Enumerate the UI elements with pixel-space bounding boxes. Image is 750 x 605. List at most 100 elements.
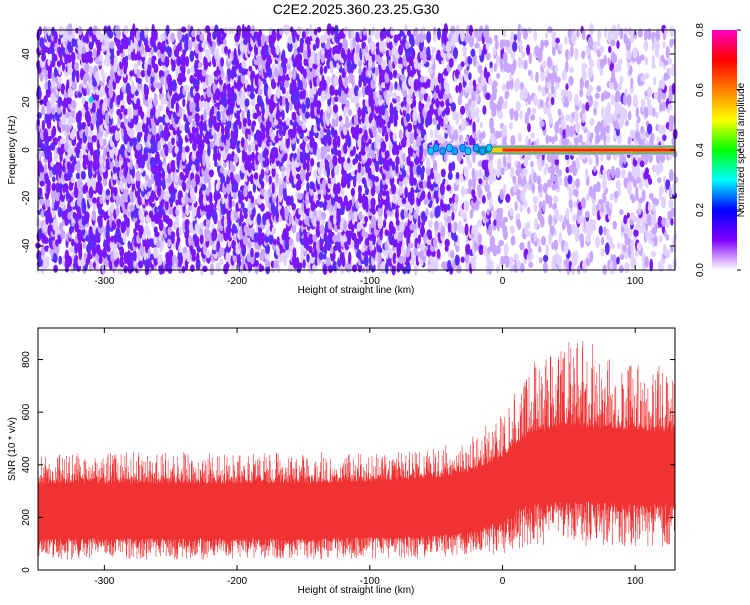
spectrogram-cell: [79, 128, 84, 139]
spectrogram-cell: [153, 29, 158, 41]
spectrogram-cell: [41, 53, 47, 62]
spectrogram-cell: [491, 168, 498, 182]
spectrogram-cell: [91, 135, 98, 143]
spectrogram-cell: [224, 45, 228, 55]
spectrogram-cell: [57, 76, 62, 84]
spectrogram-cell: [515, 101, 521, 112]
spectrogram-cell: [144, 61, 149, 71]
spectrogram-cell: [133, 228, 137, 235]
spectrogram-cell: [209, 192, 213, 202]
spectrogram-cell: [113, 186, 118, 197]
spectrogram-cell: [602, 174, 607, 185]
spectrogram-cell: [371, 119, 375, 127]
spectrogram-cell: [184, 56, 190, 67]
spectrogram-cell: [57, 81, 62, 89]
spectrogram-cell: [140, 69, 146, 78]
spectrogram-cell: [488, 37, 493, 45]
spectrogram-cell: [54, 76, 59, 85]
spectrogram-cell: [548, 214, 553, 226]
spectrogram-cell: [92, 48, 97, 59]
spectrogram-cell: [350, 126, 355, 135]
spectrogram-cell: [509, 74, 513, 81]
spectrogram-cell: [77, 110, 82, 119]
spectrogram-cell: [531, 108, 537, 115]
spectrogram-cell: [537, 84, 542, 92]
spectrogram-cell: [52, 125, 57, 137]
spectrogram-cell: [498, 111, 503, 120]
spectrogram-cell: [319, 65, 324, 76]
spectrogram-cell: [465, 136, 469, 143]
spectrogram-cell: [271, 226, 277, 235]
spectrogram-cell: [197, 61, 203, 68]
spectrogram-cell: [533, 203, 538, 213]
spectrogram-cell: [246, 109, 251, 122]
spectrogram-cell: [304, 111, 310, 119]
spectrogram-cell: [547, 106, 551, 118]
spectrogram-cell: [279, 27, 284, 36]
spectrogram-cell: [326, 75, 331, 85]
spectrogram-cell: [453, 221, 458, 233]
spectrogram-cell: [395, 164, 399, 174]
spectrogram-cell: [388, 248, 393, 259]
spectrogram-cell: [517, 56, 522, 68]
spectrogram-cell: [63, 183, 69, 192]
spectrogram-cell: [318, 201, 324, 208]
spectrogram-cell: [504, 100, 508, 109]
spectrogram-cell: [377, 252, 382, 264]
spectrogram-cell: [409, 132, 415, 145]
spectrogram-cell: [247, 144, 252, 153]
spectrogram-cell: [71, 128, 78, 135]
spectrogram-cell: [381, 41, 387, 52]
spectrogram-cell: [57, 162, 62, 171]
spectrogram-cell: [46, 199, 51, 208]
spectrogram-cell: [557, 108, 562, 117]
spectrogram-cell: [319, 160, 325, 171]
spectrogram-cell: [549, 225, 556, 236]
spectrogram-cell: [524, 199, 528, 209]
spectrogram-cell: [99, 135, 104, 146]
spectrogram-cell: [337, 149, 342, 158]
spectrogram-cell: [329, 60, 333, 69]
spectrogram-cell: [140, 212, 145, 226]
spectrogram-cell: [446, 184, 452, 192]
spectrogram-cell: [140, 43, 145, 56]
spectrogram-cell: [58, 120, 62, 128]
spectrogram-cell: [225, 251, 231, 263]
spectrogram-cell: [600, 248, 605, 257]
spectrogram-cell: [396, 101, 401, 112]
spectrogram-cell: [126, 217, 130, 228]
spectrogram-cell: [115, 194, 121, 206]
spectrogram-cell: [343, 220, 348, 233]
spectrogram-cell: [105, 188, 110, 196]
spectrogram-cell: [281, 109, 285, 121]
spectrogram-cell: [244, 139, 248, 152]
spectrogram-cell: [196, 252, 200, 264]
spectrogram-cell: [538, 245, 542, 253]
spectrogram-cell: [557, 176, 563, 187]
spectrogram-cell: [231, 85, 235, 98]
spectrogram-cell: [58, 25, 64, 36]
spectrogram-cell: [555, 76, 561, 83]
spectrogram-cell: [505, 80, 511, 91]
spectrogram-cell: [581, 103, 586, 114]
spectrogram-cell: [51, 189, 56, 201]
spectrogram-cell: [109, 240, 114, 250]
spectrogram-cell: [414, 27, 419, 35]
spectrogram-cell: [385, 49, 390, 58]
spectrogram-cell: [384, 132, 389, 142]
spectrogram-cell: [260, 168, 265, 179]
spectrogram-cell: [509, 122, 513, 130]
spectrogram-cell: [390, 27, 395, 36]
spectrogram-cell: [571, 160, 577, 168]
spectrogram-cell: [563, 241, 569, 255]
spectrogram-cell: [121, 176, 127, 184]
spectrogram-cell: [375, 91, 380, 98]
spectrogram-cell: [43, 163, 48, 174]
spectrogram-cell: [268, 175, 272, 185]
spectrogram-cell: [395, 218, 400, 226]
spectrogram-cell: [115, 207, 120, 217]
spectrogram-cell: [420, 190, 426, 200]
spectrogram-cell: [98, 175, 102, 182]
spectrogram-cell: [296, 73, 300, 82]
